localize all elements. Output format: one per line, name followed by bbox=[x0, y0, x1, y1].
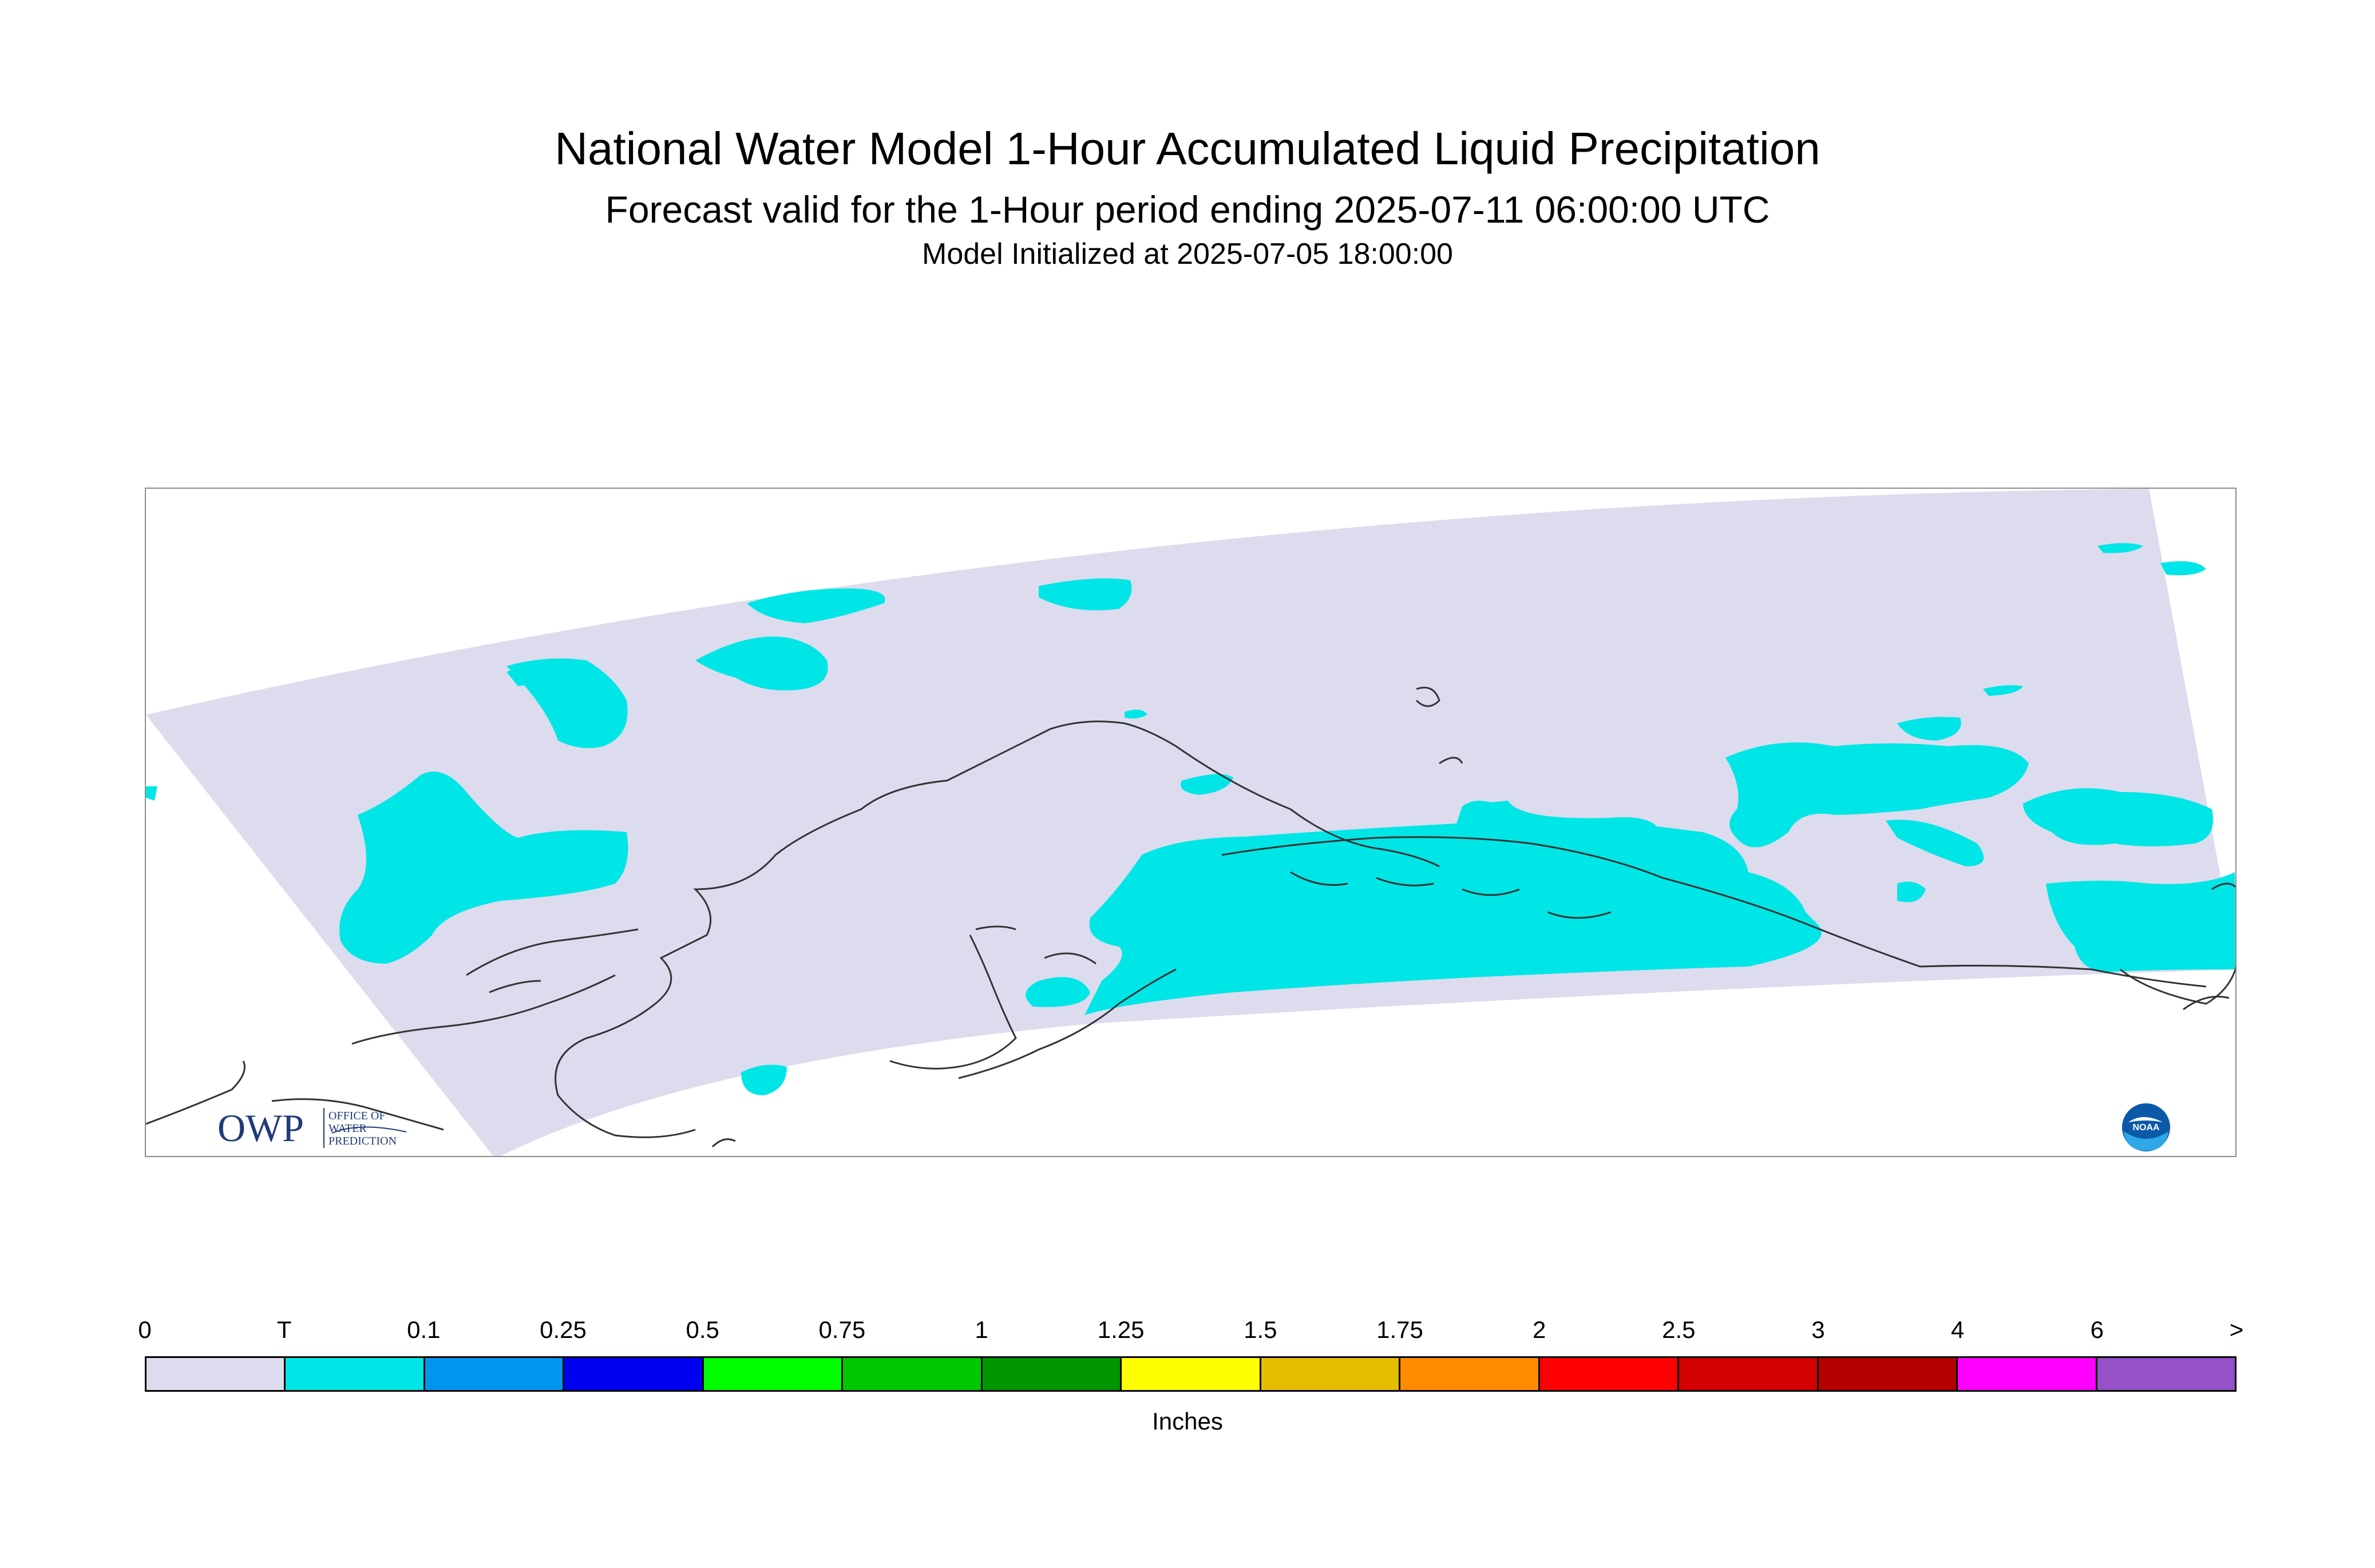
coastline-alaska-west bbox=[555, 720, 1125, 1138]
coastline-east bbox=[2120, 965, 2235, 1005]
precip-area-far-west bbox=[146, 786, 157, 801]
coastline-lake bbox=[975, 925, 1097, 965]
coastline-sw-lower bbox=[711, 1138, 736, 1148]
coastline-alaska-south bbox=[889, 935, 1017, 1070]
precip-area-alaska-gulf bbox=[1084, 801, 1822, 1015]
precip-area-east-1 bbox=[1725, 742, 2029, 848]
legend-tick-label: T bbox=[276, 1316, 292, 1343]
coastline-alaska-peninsula bbox=[958, 968, 1177, 1079]
precip-area-west-bering bbox=[339, 771, 628, 964]
chart-title: National Water Model 1-Hour Accumulated … bbox=[555, 123, 1820, 174]
legend-tick-label: 2.5 bbox=[1662, 1316, 1696, 1343]
legend-tick-label: 4 bbox=[1950, 1316, 1965, 1343]
precip-area-east-2 bbox=[1886, 819, 1984, 866]
forecast-valid-subtitle: Forecast valid for the 1-Hour period end… bbox=[605, 188, 1770, 231]
legend-tick-label: 3 bbox=[1811, 1316, 1825, 1343]
coastline-kamchatka bbox=[466, 928, 639, 993]
precip-area-north-5 bbox=[506, 664, 558, 686]
coastline-islands bbox=[1290, 871, 1612, 919]
legend-tick-label: 1.75 bbox=[1376, 1316, 1423, 1343]
precip-area-north-4 bbox=[1039, 578, 1132, 611]
owp-logo-line2: WATER bbox=[328, 1122, 367, 1135]
legend-tick-label: 0.1 bbox=[407, 1316, 441, 1343]
legend-bin-4 bbox=[703, 1358, 844, 1390]
coastline-sw bbox=[271, 1098, 444, 1131]
legend-bin-9 bbox=[1400, 1358, 1540, 1390]
precip-area-east-6 bbox=[1897, 716, 1961, 741]
coastlines bbox=[146, 687, 2235, 1148]
owp-logo-line3: PREDICTION bbox=[328, 1135, 397, 1147]
coastline-ne bbox=[2183, 882, 2235, 1011]
legend-bin-13 bbox=[1958, 1358, 2097, 1390]
owp-logo-line1: OFFICE OF bbox=[328, 1110, 385, 1122]
precip-area-north-3 bbox=[747, 588, 885, 623]
legend-bin-3 bbox=[564, 1358, 704, 1390]
legend-bin-12 bbox=[1818, 1358, 1958, 1390]
model-init-subtitle: Model Initialized at 2025-07-05 18:00:00 bbox=[922, 237, 1453, 271]
legend-bin-2 bbox=[425, 1358, 565, 1390]
precip-area-bristol-bay bbox=[1026, 977, 1090, 1007]
legend-tick-label: > bbox=[2229, 1316, 2244, 1343]
legend-bin-6 bbox=[982, 1358, 1122, 1390]
precip-area-east-3 bbox=[2023, 788, 2213, 846]
legend-tick-label: 2 bbox=[1532, 1316, 1546, 1343]
precip-area-mid-2 bbox=[1125, 710, 1147, 719]
precip-area-east-7 bbox=[1983, 685, 2023, 696]
coastline-west-far bbox=[146, 1060, 246, 1125]
legend-colorbar bbox=[145, 1356, 2237, 1392]
legend-tick-label: 6 bbox=[2090, 1316, 2104, 1343]
owp-logo: OWP OFFICE OF WATER PREDICTION bbox=[217, 1104, 435, 1150]
precip-area-north-2 bbox=[695, 636, 828, 691]
precip-area-north-east-1 bbox=[2097, 543, 2143, 553]
noaa-logo-text: NOAA bbox=[2132, 1123, 2160, 1133]
precip-area-east-5 bbox=[1897, 881, 1926, 902]
legend-bin-7 bbox=[1122, 1358, 1261, 1390]
precip-area-mid-1 bbox=[1181, 774, 1233, 795]
coastline-north-islands bbox=[1415, 687, 1463, 765]
coastline-alaska-interior bbox=[1124, 722, 1440, 868]
legend-units-label: Inches bbox=[1152, 1408, 1223, 1435]
legend-bin-10 bbox=[1539, 1358, 1680, 1390]
legend-tick-label: 0.75 bbox=[818, 1316, 866, 1343]
legend-bin-1 bbox=[286, 1358, 425, 1390]
legend-bin-5 bbox=[843, 1358, 983, 1390]
legend-tick-label: 1 bbox=[975, 1316, 988, 1343]
noaa-logo: NOAA bbox=[2120, 1102, 2172, 1153]
legend-bin-0 bbox=[147, 1358, 286, 1390]
legend-tick-label: 0.25 bbox=[540, 1316, 587, 1343]
owp-logo-text: OWP bbox=[217, 1106, 304, 1150]
coastline-gulf bbox=[1221, 836, 2207, 988]
legend-tick-label: 0 bbox=[138, 1316, 152, 1343]
legend-tick-label: 1.5 bbox=[1244, 1316, 1277, 1343]
coastline-chukotka bbox=[351, 974, 616, 1045]
map-panel bbox=[145, 488, 2237, 1157]
legend-bin-14 bbox=[2097, 1358, 2235, 1390]
precip-trace-areas bbox=[146, 543, 2235, 1095]
legend-bin-8 bbox=[1261, 1358, 1401, 1390]
legend-tick-label: 1.25 bbox=[1097, 1316, 1145, 1343]
precip-area-east-4 bbox=[2046, 872, 2235, 972]
legend-tick-label: 0.5 bbox=[686, 1316, 719, 1343]
owp-logo-graphic: OWP OFFICE OF WATER PREDICTION bbox=[217, 1106, 407, 1150]
precip-map bbox=[146, 489, 2235, 1156]
noaa-logo-graphic: NOAA bbox=[2122, 1103, 2170, 1151]
precip-area-sw-islands bbox=[741, 1064, 787, 1095]
precip-area-north-east-2 bbox=[2160, 561, 2206, 576]
legend-bin-11 bbox=[1679, 1358, 1819, 1390]
